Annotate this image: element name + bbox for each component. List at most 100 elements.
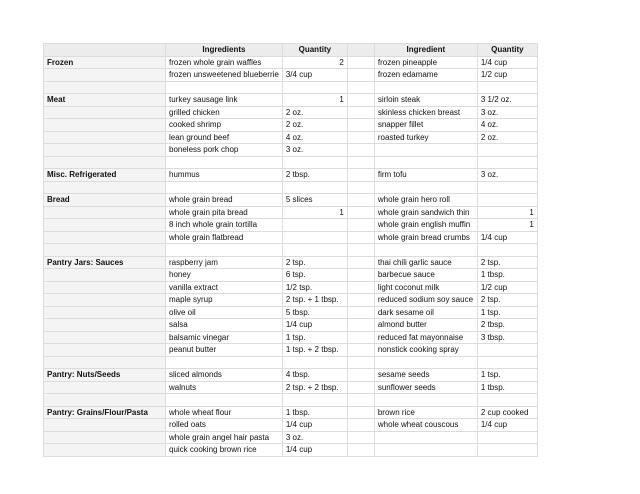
ingredient: whole grain hero roll: [373, 193, 478, 207]
spacer: [346, 105, 375, 119]
header-cell: Ingredients: [165, 43, 283, 57]
spacer: [346, 168, 375, 182]
quantity: 6 tsp.: [281, 268, 348, 282]
ingredient: whole grain bread crumbs: [373, 230, 478, 244]
empty-cell: [373, 80, 478, 94]
quantity: [281, 218, 348, 232]
ingredient: whole wheat couscous: [373, 418, 478, 432]
category: [43, 205, 166, 219]
quantity: 1 tsp. + 2 tbsp.: [281, 343, 348, 357]
row: [43, 355, 538, 369]
spacer: [346, 330, 375, 344]
ingredient: whole grain bread: [165, 193, 283, 207]
quantity: 1/2 cup: [476, 280, 538, 294]
empty-cell: [346, 180, 375, 194]
empty-cell: [373, 393, 478, 407]
header-cell: Quantity: [476, 43, 538, 57]
category: [43, 305, 166, 319]
spacer: [346, 143, 375, 157]
ingredient: skinless chicken breast: [373, 105, 478, 119]
quantity: 2 oz.: [476, 130, 538, 144]
quantity: 2 tsp. + 2 tbsp.: [281, 380, 348, 394]
category: [43, 430, 166, 444]
empty-cell: [281, 180, 348, 194]
ingredient: sunflower seeds: [373, 380, 478, 394]
category: [43, 330, 166, 344]
spacer: [346, 130, 375, 144]
header-cell: Quantity: [281, 43, 348, 57]
ingredient: 8 inch whole grain tortilla: [165, 218, 283, 232]
quantity: 1 tsp.: [476, 305, 538, 319]
category: [43, 318, 166, 332]
empty-cell: [43, 243, 166, 257]
quantity: 1: [281, 205, 348, 219]
quantity: 1/4 cup: [281, 318, 348, 332]
category: Pantry: Nuts/Seeds: [43, 368, 166, 382]
empty-cell: [476, 180, 538, 194]
quantity: 1: [281, 93, 348, 107]
quantity: 1/4 cup: [281, 443, 348, 457]
ingredient: brown rice: [373, 405, 478, 419]
ingredient: whole grain flatbread: [165, 230, 283, 244]
row: grilled chicken 2 oz. skinless chicken bre…: [43, 105, 538, 119]
spacer: [346, 93, 375, 107]
quantity: 2 oz.: [281, 105, 348, 119]
quantity: 3 oz.: [281, 430, 348, 444]
category: Pantry: Grains/Flour/Pasta: [43, 405, 166, 419]
category: [43, 343, 166, 357]
ingredient: lean ground beef: [165, 130, 283, 144]
ingredient: balsamic vinegar: [165, 330, 283, 344]
empty-cell: [43, 155, 166, 169]
empty-cell: [476, 155, 538, 169]
empty-cell: [281, 355, 348, 369]
quantity: 2 tbsp.: [281, 168, 348, 182]
spacer: [346, 380, 375, 394]
quantity: [281, 230, 348, 244]
quantity: 1/4 cup: [476, 418, 538, 432]
ingredient: frozen pineapple: [373, 55, 478, 69]
empty-cell: [43, 393, 166, 407]
ingredient: frozen edamame: [373, 68, 478, 82]
quantity: 1/4 cup: [476, 55, 538, 69]
empty-cell: [281, 80, 348, 94]
quantity: [476, 193, 538, 207]
spacer: [346, 418, 375, 432]
row: balsamic vinegar 1 tsp. reduced fat mayonn…: [43, 330, 538, 344]
row: salsa 1/4 cup almond butter 2 tbsp.: [43, 318, 538, 332]
ingredient: whole grain pita bread: [165, 205, 283, 219]
ingredient: sliced almonds: [165, 368, 283, 382]
ingredient: reduced sodium soy sauce: [373, 293, 478, 307]
category: [43, 280, 166, 294]
header-cell: [346, 43, 375, 57]
category: [43, 68, 166, 82]
row: Misc. Refrigerated hummus 2 tbsp. firm tofu…: [43, 168, 538, 182]
ingredient: whole grain sandwich thin: [373, 205, 478, 219]
ingredient: barbecue sauce: [373, 268, 478, 282]
quantity: 4 oz.: [281, 130, 348, 144]
quantity: [476, 143, 538, 157]
row: [43, 180, 538, 194]
empty-cell: [476, 355, 538, 369]
spacer: [346, 318, 375, 332]
row: peanut butter 1 tsp. + 2 tbsp. nonstick co…: [43, 343, 538, 357]
ingredient: reduced fat mayonnaise: [373, 330, 478, 344]
category: Pantry Jars: Sauces: [43, 255, 166, 269]
ingredient: sirloin steak: [373, 93, 478, 107]
empty-cell: [281, 155, 348, 169]
row: walnuts 2 tsp. + 2 tbsp. sunflower seeds 1 …: [43, 380, 538, 394]
quantity: 4 oz.: [476, 118, 538, 132]
quantity: 2 oz.: [281, 118, 348, 132]
row: [43, 155, 538, 169]
category: [43, 268, 166, 282]
row: [43, 80, 538, 94]
ingredient: olive oil: [165, 305, 283, 319]
empty-cell: [165, 155, 283, 169]
spacer: [346, 268, 375, 282]
ingredient: walnuts: [165, 380, 283, 394]
grocery-sheet: Ingredients Quantity Ingredient Quantity Fro…: [43, 43, 538, 457]
ingredient: rolled oats: [165, 418, 283, 432]
ingredient: [373, 443, 478, 457]
header-cell: Ingredient: [373, 43, 478, 57]
empty-cell: [165, 355, 283, 369]
row: Meat turkey sausage link 1 sirloin steak 3 1…: [43, 93, 538, 107]
